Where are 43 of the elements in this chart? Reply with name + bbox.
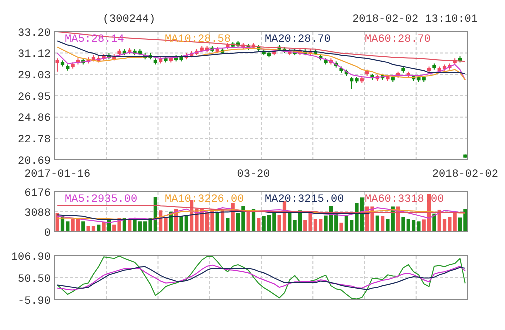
- y-tick-label: 106.90: [11, 252, 51, 264]
- line-series: [57, 256, 466, 300]
- y-tick-label: 0: [44, 228, 51, 240]
- y-tick-label: 33.20: [18, 28, 51, 40]
- y-tick-label: 6176: [24, 188, 51, 200]
- line-series: [57, 32, 466, 62]
- line-series: [57, 46, 466, 81]
- series-label: MA10:3226.00: [165, 194, 244, 206]
- bar: [216, 212, 220, 232]
- series-label: MA5:2935.00: [65, 194, 138, 206]
- candlestick: [56, 58, 60, 72]
- chart-title: (300244): [102, 14, 156, 26]
- series-label: MA60:28.70: [365, 34, 432, 46]
- x-tick-label: 2017-01-16: [24, 169, 91, 181]
- bar: [376, 216, 380, 232]
- y-tick-label: -5.90: [18, 296, 51, 308]
- bar: [340, 222, 344, 232]
- x-tick-label: 2018-02-02: [432, 169, 498, 181]
- series-label: MA5:28.14: [65, 34, 125, 46]
- series-label: MA20:28.70: [265, 34, 332, 46]
- bar: [246, 212, 250, 232]
- bar: [453, 213, 457, 232]
- line-series: [57, 40, 466, 74]
- line-series: [57, 204, 466, 214]
- y-tick-label: 20.69: [18, 156, 51, 168]
- y-tick-label: 26.95: [18, 92, 51, 104]
- series-label: MA20:3215.00: [265, 194, 344, 206]
- x-tick-label: 03-20: [237, 169, 270, 181]
- chart-subtitle: 2018-02-02 13:10:01: [352, 14, 478, 26]
- bar: [226, 218, 230, 232]
- y-tick-label: 3088: [24, 208, 51, 220]
- y-tick-label: 22.78: [18, 134, 51, 146]
- series-label: MA10:28.58: [165, 34, 232, 46]
- bar: [432, 214, 436, 232]
- bar: [257, 218, 261, 232]
- y-tick-label: 50.50: [18, 274, 51, 286]
- bar: [128, 220, 132, 232]
- bar: [381, 216, 385, 232]
- bar: [82, 222, 86, 232]
- y-tick-label: 31.12: [18, 49, 51, 62]
- y-tick-label: 29.03: [18, 70, 51, 83]
- bar: [102, 222, 106, 232]
- y-tick-label: 24.86: [18, 113, 51, 126]
